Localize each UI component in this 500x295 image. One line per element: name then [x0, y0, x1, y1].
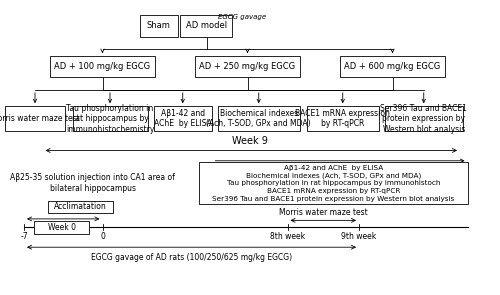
- Text: Aβ1-42 and
AChE  by ELISA: Aβ1-42 and AChE by ELISA: [154, 109, 212, 128]
- Text: Sham: Sham: [147, 21, 171, 30]
- Text: AD + 100 mg/kg EGCG: AD + 100 mg/kg EGCG: [54, 62, 150, 71]
- FancyBboxPatch shape: [154, 106, 212, 131]
- Text: Aβ25-35 solution injection into CA1 area of
bilateral hippocampus: Aβ25-35 solution injection into CA1 area…: [10, 173, 175, 193]
- Text: Morris water maze test: Morris water maze test: [279, 208, 368, 217]
- Text: AD + 250 mg/kg EGCG: AD + 250 mg/kg EGCG: [200, 62, 296, 71]
- Text: Biochemical indexes (Ach, T-SOD, GPx and MDA): Biochemical indexes (Ach, T-SOD, GPx and…: [246, 172, 421, 179]
- Text: Acclimatation: Acclimatation: [54, 202, 106, 211]
- FancyBboxPatch shape: [218, 106, 300, 131]
- Text: Ser396 Tau and BACE1
protein expression by
Western blot analysis: Ser396 Tau and BACE1 protein expression …: [380, 104, 467, 134]
- FancyBboxPatch shape: [140, 15, 177, 37]
- Text: -7: -7: [20, 232, 28, 242]
- FancyBboxPatch shape: [199, 162, 468, 204]
- Text: Ser396 Tau and BACE1 protein expression by Western blot analysis: Ser396 Tau and BACE1 protein expression …: [212, 196, 454, 202]
- Text: Biochemical indexes
(Ach, T-SOD, GPx and MDA): Biochemical indexes (Ach, T-SOD, GPx and…: [206, 109, 311, 128]
- Text: AD + 600 mg/kg EGCG: AD + 600 mg/kg EGCG: [344, 62, 440, 71]
- Text: Tau phosphorylation in
rat hippocampus by
immunohistochemistry: Tau phosphorylation in rat hippocampus b…: [66, 104, 154, 134]
- Text: 8th week: 8th week: [270, 232, 305, 242]
- FancyBboxPatch shape: [48, 201, 112, 213]
- Text: Tau phosphorylation in rat hippocampus by immunohistoch: Tau phosphorylation in rat hippocampus b…: [226, 180, 440, 186]
- Text: Week 9: Week 9: [232, 136, 268, 146]
- Text: BACE1 mRNA expression by RT-qPCR: BACE1 mRNA expression by RT-qPCR: [266, 188, 400, 194]
- Text: Week 0: Week 0: [48, 223, 76, 232]
- Text: Morris water maze test: Morris water maze test: [0, 114, 80, 123]
- Text: EGCG gavage: EGCG gavage: [218, 14, 266, 20]
- FancyBboxPatch shape: [340, 56, 445, 77]
- FancyBboxPatch shape: [306, 106, 379, 131]
- Text: Aβ1-42 and AChE  by ELISA: Aβ1-42 and AChE by ELISA: [284, 165, 383, 171]
- Text: EGCG gavage of AD rats (100/250/625 mg/kg EGCG): EGCG gavage of AD rats (100/250/625 mg/k…: [91, 253, 292, 262]
- Text: BACE1 mRNA expression
by RT-qPCR: BACE1 mRNA expression by RT-qPCR: [296, 109, 390, 128]
- Text: 9th week: 9th week: [342, 232, 376, 242]
- FancyBboxPatch shape: [195, 56, 300, 77]
- FancyBboxPatch shape: [5, 106, 65, 131]
- Text: AD model: AD model: [186, 21, 227, 30]
- FancyBboxPatch shape: [34, 221, 89, 234]
- FancyBboxPatch shape: [385, 106, 462, 131]
- FancyBboxPatch shape: [72, 106, 148, 131]
- FancyBboxPatch shape: [180, 15, 233, 37]
- Text: 0: 0: [100, 232, 105, 242]
- FancyBboxPatch shape: [50, 56, 155, 77]
